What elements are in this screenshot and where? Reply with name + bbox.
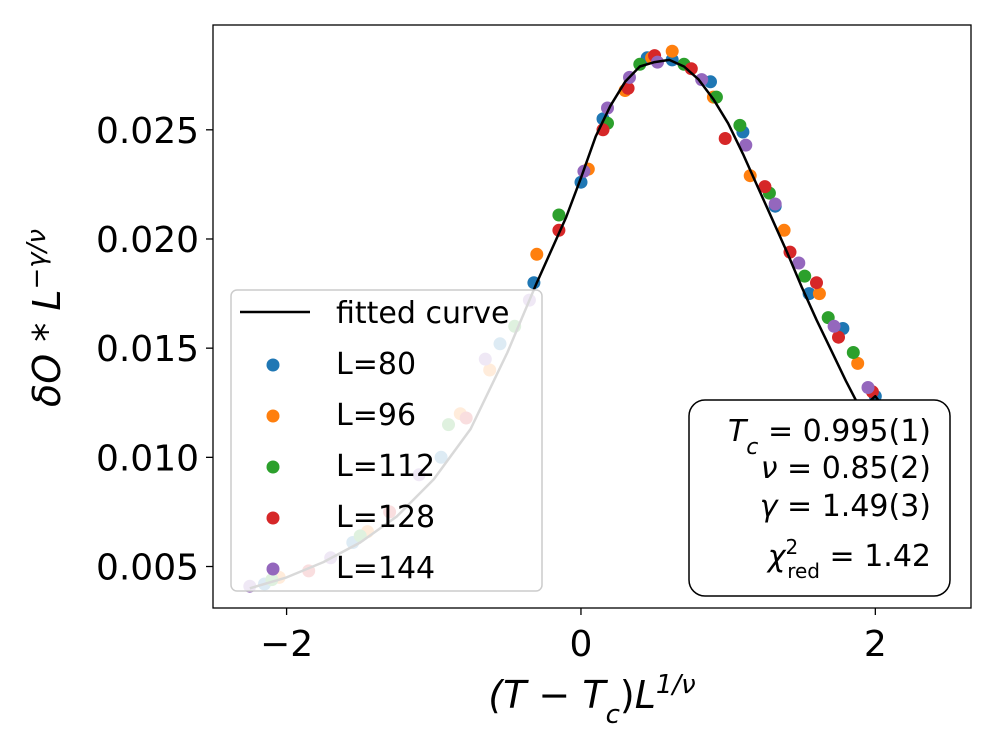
data-point-l144-10: [739, 138, 753, 152]
legend-marker-l144: [266, 562, 280, 576]
x-tick-label: −2: [260, 624, 313, 665]
fit-parameters-frame: [688, 399, 951, 597]
data-point-l128-12: [832, 330, 845, 344]
legend-marker-l80: [266, 358, 280, 372]
legend-label: fitted curve: [336, 296, 510, 331]
y-tick-label: 0.015: [96, 329, 199, 370]
data-point-l144-13: [827, 319, 841, 333]
data-point-l128-5: [621, 81, 635, 95]
data-point-l112-4: [552, 208, 566, 222]
legend-label: L=96: [336, 398, 416, 433]
data-point-l112-11: [798, 269, 812, 283]
fit-parameters-box: Tc = 0.995(1) ν = 0.85(2) γ = 1.49(3) χ2…: [688, 399, 951, 597]
annotation-nu: ν = 0.85(2): [761, 451, 931, 486]
data-point-l128-8: [718, 132, 732, 145]
data-point-l128-11: [810, 276, 823, 290]
data-point-l112-6: [633, 57, 647, 71]
x-tick-label: 0: [570, 624, 593, 665]
legend-label: L=80: [336, 347, 416, 382]
data-point-l96-11: [777, 223, 791, 237]
data-point-l96-12: [812, 287, 826, 301]
data-point-l144-12: [792, 256, 806, 270]
y-axis-label: δO * L−γ/ν: [22, 229, 69, 407]
annotation-chi2: χ2 red = 1.42: [766, 535, 931, 583]
legend-marker-l112: [266, 460, 280, 474]
data-point-l128-9: [758, 180, 772, 194]
data-point-l144-14: [861, 381, 875, 394]
legend-marker-l128: [266, 511, 280, 525]
data-point-l112-13: [846, 346, 860, 359]
annotation-tc: Tc = 0.995(1): [728, 414, 931, 460]
data-point-l144-11: [768, 197, 782, 211]
y-axis-ticks: 0.005 0.010 0.015 0.020 0.025: [96, 111, 213, 589]
legend-label: L=144: [336, 551, 435, 586]
legend-marker-l96: [266, 409, 280, 423]
plot-frame: [212, 24, 972, 609]
annotation-gamma: γ = 1.49(3): [760, 489, 931, 524]
data-point-l96-13: [851, 356, 865, 370]
legend-label: L=128: [336, 500, 435, 535]
x-tick-label: 2: [864, 624, 887, 665]
y-tick-label: 0.010: [96, 438, 199, 479]
y-tick-label: 0.025: [96, 111, 199, 152]
legend-box: [230, 289, 543, 592]
x-axis-ticks: −2 0 2: [260, 608, 887, 665]
data-point-l112-9: [733, 118, 747, 132]
y-tick-label: 0.020: [96, 220, 199, 261]
data-point-l96-8: [665, 44, 679, 58]
data-point-l144-9: [695, 73, 709, 87]
legend: fitted curve L=80 L=96 L=112 L=128 L=144: [230, 289, 543, 592]
data-point-l96-4: [530, 247, 544, 261]
data-point-l128-7: [684, 62, 698, 76]
legend-label: L=112: [336, 449, 435, 484]
y-tick-label: 0.005: [96, 548, 199, 589]
